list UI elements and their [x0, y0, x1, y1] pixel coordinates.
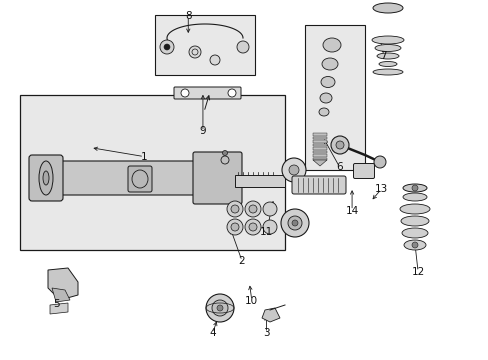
Text: 9: 9 — [199, 126, 206, 136]
Circle shape — [281, 209, 308, 237]
Circle shape — [248, 205, 257, 213]
Circle shape — [163, 44, 170, 50]
Circle shape — [222, 150, 227, 156]
Polygon shape — [262, 308, 280, 322]
Circle shape — [282, 158, 305, 182]
Text: 13: 13 — [374, 184, 387, 194]
Text: 10: 10 — [245, 296, 258, 306]
Bar — [312, 147, 326, 149]
Circle shape — [226, 219, 243, 235]
Text: 3: 3 — [263, 328, 269, 338]
Ellipse shape — [319, 93, 331, 103]
Ellipse shape — [399, 204, 429, 214]
Text: 14: 14 — [345, 206, 358, 216]
Text: 5: 5 — [53, 299, 60, 309]
Circle shape — [212, 300, 227, 316]
Polygon shape — [312, 160, 326, 166]
Circle shape — [411, 185, 417, 191]
Circle shape — [160, 40, 174, 54]
Bar — [312, 144, 326, 146]
Text: 12: 12 — [410, 267, 424, 277]
Text: 6: 6 — [336, 162, 343, 172]
FancyBboxPatch shape — [291, 176, 346, 194]
Circle shape — [205, 294, 234, 322]
Bar — [312, 158, 326, 160]
Bar — [312, 133, 326, 135]
Ellipse shape — [39, 161, 53, 195]
Ellipse shape — [371, 36, 403, 44]
Ellipse shape — [323, 38, 340, 52]
Ellipse shape — [43, 171, 49, 185]
Circle shape — [237, 41, 248, 53]
Circle shape — [217, 305, 223, 311]
Ellipse shape — [378, 62, 396, 67]
Circle shape — [373, 156, 385, 168]
Circle shape — [263, 220, 276, 234]
Ellipse shape — [372, 69, 402, 75]
Circle shape — [248, 223, 257, 231]
Bar — [312, 140, 326, 143]
Circle shape — [288, 165, 298, 175]
Circle shape — [263, 202, 276, 216]
Text: 2: 2 — [238, 256, 245, 266]
Circle shape — [230, 223, 239, 231]
FancyBboxPatch shape — [193, 152, 242, 204]
FancyBboxPatch shape — [32, 161, 223, 195]
Text: 7: 7 — [380, 51, 386, 61]
Bar — [235, 175, 285, 187]
Circle shape — [181, 89, 189, 97]
Ellipse shape — [374, 45, 400, 51]
Ellipse shape — [376, 53, 398, 59]
Circle shape — [335, 141, 343, 149]
Ellipse shape — [372, 3, 402, 13]
Circle shape — [226, 201, 243, 217]
Bar — [312, 154, 326, 157]
Circle shape — [230, 205, 239, 213]
Circle shape — [227, 89, 236, 97]
Circle shape — [330, 136, 348, 154]
Bar — [20, 95, 285, 250]
Bar — [312, 150, 326, 153]
Bar — [155, 15, 254, 75]
Circle shape — [244, 219, 261, 235]
Bar — [305, 25, 364, 170]
Ellipse shape — [320, 77, 334, 87]
FancyBboxPatch shape — [353, 163, 374, 179]
Circle shape — [209, 55, 220, 65]
Ellipse shape — [318, 108, 328, 116]
Circle shape — [189, 46, 201, 58]
Ellipse shape — [402, 184, 426, 192]
Circle shape — [411, 242, 417, 248]
Text: 4: 4 — [209, 328, 216, 338]
Circle shape — [244, 201, 261, 217]
Text: 1: 1 — [141, 152, 147, 162]
FancyBboxPatch shape — [174, 87, 241, 99]
Text: 8: 8 — [184, 11, 191, 21]
FancyBboxPatch shape — [128, 166, 152, 192]
FancyBboxPatch shape — [29, 155, 63, 201]
Bar — [312, 136, 326, 139]
Polygon shape — [50, 303, 68, 314]
Ellipse shape — [321, 58, 337, 70]
Ellipse shape — [402, 193, 426, 201]
Text: 11: 11 — [259, 227, 273, 237]
Circle shape — [291, 220, 297, 226]
Polygon shape — [52, 288, 70, 302]
Polygon shape — [48, 268, 78, 300]
Ellipse shape — [400, 216, 428, 226]
Ellipse shape — [401, 228, 427, 238]
Ellipse shape — [403, 240, 425, 250]
Circle shape — [287, 216, 302, 230]
